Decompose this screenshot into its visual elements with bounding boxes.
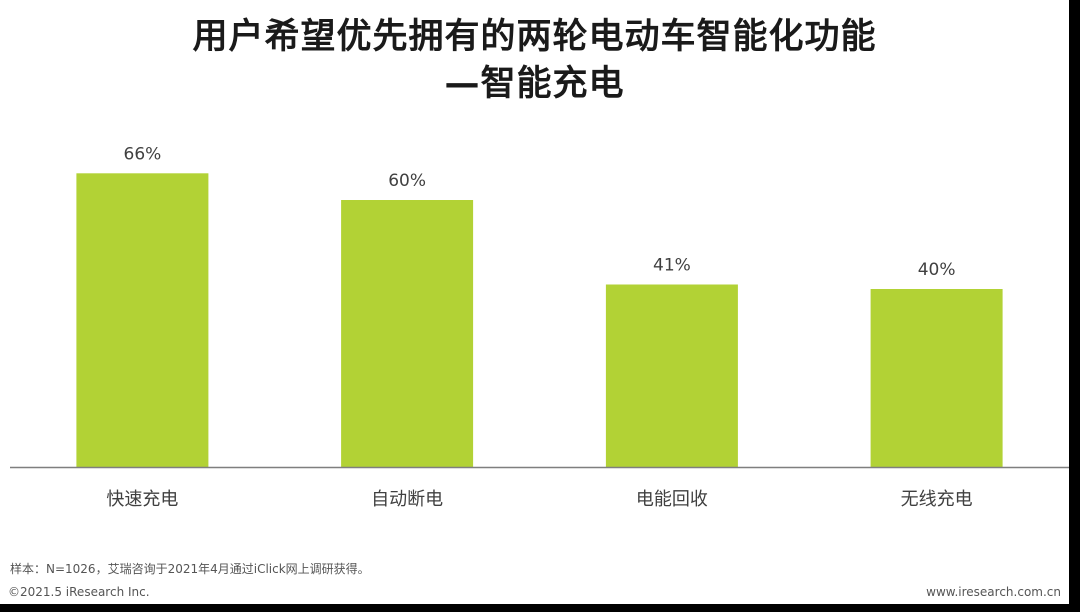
bar-3 [605, 284, 738, 467]
category-label-1: 快速充电 [106, 489, 178, 510]
chart-title-line-1: 用户希望优先拥有的两轮电动车智能化功能 [192, 17, 877, 57]
value-label-4: 40% [918, 260, 956, 280]
bar-1 [76, 173, 209, 468]
chart-title-line-2: —智能充电 [444, 64, 625, 104]
chart-title: 用户希望优先拥有的两轮电动车智能化功能 —智能充电 [0, 14, 1069, 108]
category-label-3: 电能回收 [636, 489, 708, 510]
value-label-1: 66% [124, 144, 162, 164]
value-label-2: 60% [388, 171, 426, 191]
website-text: www.iresearch.com.cn [926, 585, 1061, 599]
value-label-3: 41% [653, 256, 691, 276]
category-label-2: 自动断电 [371, 489, 443, 510]
source-note: 样本：N=1026，艾瑞咨询于2021年4月通过iClick网上调研获得。 [10, 562, 370, 576]
copyright-text: ©2021.5 iResearch Inc. [8, 585, 150, 599]
bar-chart: 66% 快速充电 60% 自动断电 41% 电能回收 40% 无线充电 [10, 144, 1069, 510]
category-label-4: 无线充电 [901, 489, 973, 510]
chart-slide: 用户希望优先拥有的两轮电动车智能化功能 —智能充电 66% 快速充电 60% 自动断电… [0, 0, 1069, 604]
bar-4 [870, 289, 1003, 467]
bar-2 [341, 200, 474, 467]
